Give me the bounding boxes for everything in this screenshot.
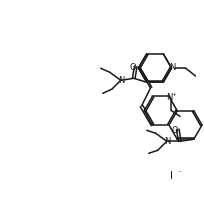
Text: N: N (118, 76, 124, 85)
Text: N: N (165, 93, 171, 102)
Text: +: + (171, 92, 175, 97)
Text: ⁻: ⁻ (176, 170, 180, 176)
Text: O: O (129, 63, 135, 72)
Text: I: I (170, 171, 173, 181)
Text: N: N (164, 137, 170, 146)
Text: O: O (171, 126, 177, 135)
Text: N: N (169, 64, 175, 73)
